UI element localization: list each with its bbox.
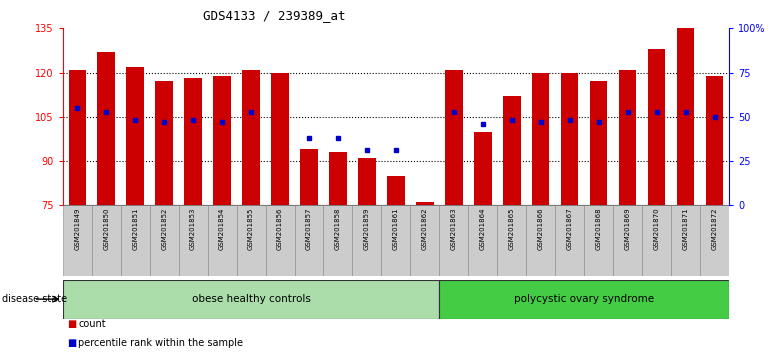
Bar <box>584 205 613 276</box>
Bar <box>474 132 492 205</box>
Text: ■: ■ <box>67 338 76 348</box>
Text: GSM201863: GSM201863 <box>451 207 457 250</box>
Bar <box>358 158 376 205</box>
Bar <box>642 205 671 276</box>
Text: GSM201865: GSM201865 <box>509 207 515 250</box>
Text: GSM201864: GSM201864 <box>480 207 486 250</box>
Bar <box>619 70 637 205</box>
Bar <box>68 70 86 205</box>
Bar <box>213 75 230 205</box>
Bar <box>503 96 521 205</box>
Text: GSM201851: GSM201851 <box>132 207 138 250</box>
Text: GSM201861: GSM201861 <box>393 207 399 250</box>
Text: GSM201866: GSM201866 <box>538 207 544 250</box>
Text: polycystic ovary syndrome: polycystic ovary syndrome <box>514 294 655 304</box>
Text: GSM201854: GSM201854 <box>219 207 225 250</box>
Text: GSM201852: GSM201852 <box>162 207 167 250</box>
Bar <box>208 205 237 276</box>
Bar <box>468 205 497 276</box>
Bar <box>324 205 353 276</box>
Bar <box>150 205 179 276</box>
Bar <box>266 205 295 276</box>
Text: GSM201849: GSM201849 <box>74 207 80 250</box>
Text: GSM201871: GSM201871 <box>683 207 688 250</box>
Text: GSM201855: GSM201855 <box>248 207 254 250</box>
Bar <box>613 205 642 276</box>
Bar <box>677 28 695 205</box>
Bar <box>126 67 143 205</box>
Text: GSM201850: GSM201850 <box>103 207 109 250</box>
Text: GSM201858: GSM201858 <box>335 207 341 250</box>
Text: percentile rank within the sample: percentile rank within the sample <box>78 338 243 348</box>
Bar <box>648 49 666 205</box>
Bar <box>439 280 729 319</box>
Bar <box>532 73 550 205</box>
Bar <box>63 280 439 319</box>
Bar <box>295 205 324 276</box>
Bar <box>92 205 121 276</box>
Text: obese healthy controls: obese healthy controls <box>191 294 310 304</box>
Text: GSM201868: GSM201868 <box>596 207 602 250</box>
Bar <box>445 70 463 205</box>
Bar <box>155 81 172 205</box>
Text: GSM201862: GSM201862 <box>422 207 428 250</box>
Bar <box>329 152 347 205</box>
Bar <box>387 176 405 205</box>
Bar <box>353 205 382 276</box>
Bar <box>179 205 208 276</box>
Bar <box>121 205 150 276</box>
Text: disease state: disease state <box>2 294 67 304</box>
Text: GSM201870: GSM201870 <box>654 207 659 250</box>
Bar <box>97 52 115 205</box>
Bar <box>382 205 410 276</box>
Text: count: count <box>78 319 106 329</box>
Bar <box>416 202 434 205</box>
Bar <box>700 205 729 276</box>
Bar <box>706 75 724 205</box>
Bar <box>300 149 318 205</box>
Text: GSM201856: GSM201856 <box>277 207 283 250</box>
Bar <box>526 205 555 276</box>
Bar <box>63 205 92 276</box>
Bar <box>561 73 579 205</box>
Bar <box>497 205 526 276</box>
Text: GSM201857: GSM201857 <box>306 207 312 250</box>
Bar <box>242 70 260 205</box>
Bar <box>590 81 608 205</box>
Text: GSM201872: GSM201872 <box>712 207 717 250</box>
Text: GSM201853: GSM201853 <box>190 207 196 250</box>
Bar <box>671 205 700 276</box>
Bar <box>237 205 266 276</box>
Bar <box>184 79 201 205</box>
Text: GSM201867: GSM201867 <box>567 207 573 250</box>
Text: GDS4133 / 239389_at: GDS4133 / 239389_at <box>203 9 346 22</box>
Text: GSM201869: GSM201869 <box>625 207 630 250</box>
Bar <box>410 205 439 276</box>
Text: ■: ■ <box>67 319 76 329</box>
Text: GSM201859: GSM201859 <box>364 207 370 250</box>
Bar <box>555 205 584 276</box>
Bar <box>271 73 289 205</box>
Bar <box>439 205 468 276</box>
